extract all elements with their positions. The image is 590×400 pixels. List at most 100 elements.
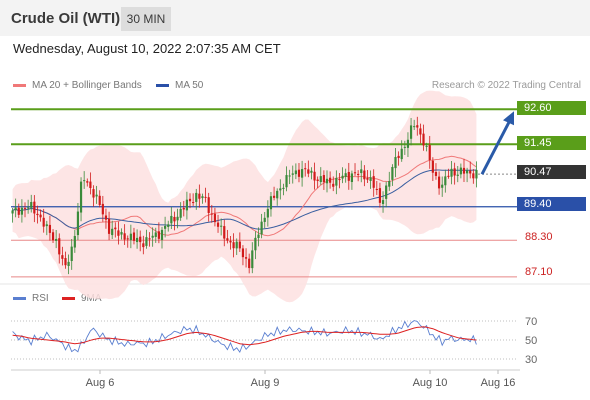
candle-body — [254, 237, 257, 251]
candle-body — [437, 176, 441, 189]
candle-body — [263, 217, 266, 222]
candle-body — [58, 238, 61, 255]
candle-body — [248, 258, 251, 269]
candle-body — [27, 207, 30, 209]
candle-body — [179, 208, 182, 218]
candle-body — [269, 196, 273, 210]
candle-body — [388, 181, 391, 187]
candle-body — [195, 192, 198, 202]
candle-body — [344, 173, 347, 177]
candle-body — [70, 246, 73, 262]
candle-body — [210, 213, 213, 215]
candle-body — [154, 232, 157, 237]
candle-body — [472, 173, 475, 179]
candle-body — [329, 177, 332, 183]
candle-body — [164, 225, 167, 229]
candle-body — [89, 181, 92, 189]
candle-body — [17, 207, 20, 215]
level-label-91-45: 91.45 — [517, 136, 586, 150]
candle-body — [98, 195, 101, 206]
bollinger-band-fill — [12, 90, 477, 303]
timeframe-badge[interactable]: 30 MIN — [121, 7, 171, 31]
legend-ma20-label: MA 20 + Bollinger Bands — [32, 80, 142, 91]
candle-body — [459, 167, 462, 175]
candle-body — [353, 172, 357, 174]
candle-body — [126, 238, 129, 240]
candle-body — [406, 139, 410, 148]
legend-ma50: MA 50 — [156, 80, 203, 91]
candle-body — [304, 168, 307, 170]
candle-body — [475, 169, 478, 179]
forecast-arrow-head — [503, 111, 514, 126]
candle-body — [341, 175, 344, 179]
x-tick-label: Aug 9 — [251, 377, 280, 389]
candle-body — [325, 178, 329, 184]
candle-body — [114, 227, 117, 230]
candle-body — [207, 197, 210, 213]
legend-ma20: MA 20 + Bollinger Bands — [13, 80, 142, 91]
candle-body — [403, 146, 406, 148]
candle-body — [83, 180, 86, 182]
candle-body — [366, 178, 369, 180]
candle-body — [319, 176, 322, 182]
ma50-line — [12, 169, 477, 230]
candle-body — [182, 207, 185, 210]
rsi-line — [12, 320, 477, 354]
candle-body — [117, 230, 120, 236]
candle-body — [466, 170, 469, 174]
candle-body — [447, 175, 450, 177]
candle-body — [251, 250, 254, 269]
candle-body — [232, 242, 235, 249]
candle-body — [101, 203, 104, 215]
candle-body — [220, 225, 223, 227]
candle-body — [385, 185, 388, 199]
candle-body — [347, 171, 350, 181]
instrument-title: Crude Oil (WTI) — [11, 10, 121, 27]
candle-body — [276, 190, 279, 199]
candle-body — [92, 189, 95, 198]
candle-body — [272, 195, 276, 198]
candle-body — [51, 232, 55, 241]
x-tick-label: Aug 10 — [413, 377, 448, 389]
candle-body — [33, 201, 36, 214]
candle-body — [338, 179, 341, 181]
candle-body — [107, 218, 111, 234]
candle-body — [291, 173, 294, 175]
candle-body — [167, 224, 170, 227]
candle-body — [204, 196, 207, 198]
legend-rsi-label: RSI — [32, 293, 49, 304]
candle-body — [428, 145, 431, 160]
candle-body — [238, 241, 241, 249]
candle-body — [139, 236, 142, 243]
candle-body — [316, 179, 319, 181]
candle-body — [213, 213, 217, 223]
x-tick-label: Aug 16 — [481, 377, 516, 389]
candle-body — [145, 237, 148, 246]
candle-body — [363, 170, 366, 180]
ma9-swatch — [62, 296, 75, 300]
legend-ma50-label: MA 50 — [175, 80, 204, 91]
candle-body — [416, 125, 419, 128]
candle-body — [419, 128, 422, 135]
candle-body — [310, 170, 313, 173]
candle-body — [462, 167, 466, 174]
candle-body — [226, 238, 229, 241]
rsi-tick-label: 50 — [525, 335, 537, 347]
candle-body — [170, 215, 173, 224]
candle-body — [79, 181, 83, 213]
candle-body — [176, 216, 179, 221]
level-label-92-60: 92.60 — [517, 101, 586, 115]
ma20-line — [12, 155, 477, 237]
candle-body — [397, 155, 400, 159]
candle-body — [160, 229, 164, 240]
timestamp: Wednesday, August 10, 2022 2:07:35 AM CE… — [13, 41, 281, 56]
candle-body — [173, 216, 176, 222]
candle-body — [142, 243, 145, 248]
candle-body — [282, 187, 285, 189]
candle-body — [135, 237, 139, 243]
rsi-swatch — [13, 296, 26, 300]
candle-body — [86, 181, 89, 183]
candle-body — [294, 170, 297, 175]
candle-body — [192, 202, 195, 204]
